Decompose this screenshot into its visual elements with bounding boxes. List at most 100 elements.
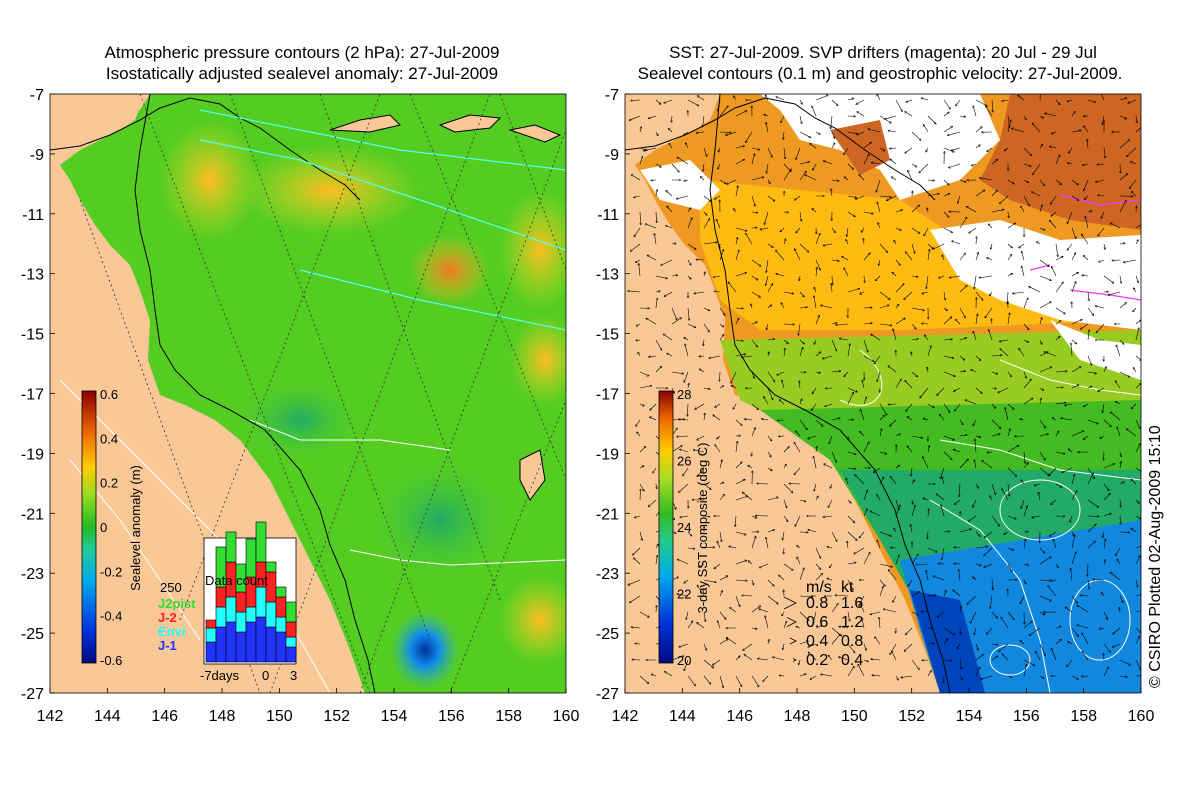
velocity-legend-ms: 0.6 bbox=[806, 614, 828, 631]
y-tick-label: -19 bbox=[596, 446, 619, 463]
histogram-bar bbox=[226, 532, 236, 562]
y-tick-label: -19 bbox=[21, 446, 44, 463]
histogram-bar bbox=[216, 587, 226, 607]
x-tick-label: 152 bbox=[898, 708, 925, 725]
histogram-bar bbox=[236, 612, 246, 632]
y-tick-label: -7 bbox=[30, 87, 44, 104]
left-blob bbox=[240, 145, 420, 235]
histogram-legend-item: J-1 bbox=[158, 638, 177, 653]
y-tick-label: -9 bbox=[605, 147, 619, 164]
y-tick-label: -21 bbox=[21, 506, 44, 523]
histogram-bar bbox=[246, 539, 256, 577]
right-title-line1: SST: 27-Jul-2009. SVP drifters (magenta)… bbox=[669, 43, 1097, 62]
right-title-line2: Sealevel contours (0.1 m) and geostrophi… bbox=[638, 64, 1123, 83]
histogram-bar bbox=[216, 627, 226, 662]
velocity-legend-ms-header: m/s bbox=[806, 579, 832, 596]
velocity-legend-ms: 0.8 bbox=[806, 595, 828, 612]
x-tick-label: 142 bbox=[37, 708, 64, 725]
x-tick-label: 150 bbox=[841, 708, 868, 725]
velocity-legend-kt: 1.6 bbox=[841, 595, 863, 612]
histogram-xlabel-zero: 0 bbox=[262, 668, 269, 683]
y-tick-label: -15 bbox=[21, 327, 44, 344]
left-blob bbox=[500, 575, 580, 665]
y-tick-label: -17 bbox=[21, 387, 44, 404]
histogram-bar bbox=[236, 632, 246, 662]
left-blob bbox=[510, 315, 580, 405]
x-tick-label: 160 bbox=[1128, 708, 1155, 725]
left-x-axis: 142 144 146 148 150 152 154 156 158 160 bbox=[37, 688, 580, 725]
y-tick-label: -25 bbox=[21, 626, 44, 643]
histogram-xlabel-end: 3 bbox=[290, 668, 297, 683]
left-map bbox=[50, 94, 580, 693]
colorbar-tick-label: 20 bbox=[677, 653, 691, 668]
colorbar-tick-label: 0.4 bbox=[100, 431, 118, 446]
x-tick-label: 144 bbox=[669, 708, 696, 725]
x-tick-label: 156 bbox=[1013, 708, 1040, 725]
y-tick-label: -15 bbox=[596, 327, 619, 344]
histogram-bar bbox=[256, 587, 266, 617]
histogram-bar bbox=[236, 592, 246, 612]
histogram-bar bbox=[226, 622, 236, 662]
y-tick-label: -27 bbox=[596, 686, 619, 703]
left-blob bbox=[240, 380, 360, 460]
histogram-bar bbox=[216, 607, 226, 627]
histogram-bar bbox=[276, 617, 286, 632]
x-tick-label: 148 bbox=[784, 708, 811, 725]
histogram-legend-item: J-2 bbox=[158, 610, 177, 625]
y-tick-label: -11 bbox=[597, 207, 619, 224]
x-tick-label: 154 bbox=[381, 708, 408, 725]
histogram-bar bbox=[286, 637, 296, 647]
velocity-legend-kt: 0.8 bbox=[841, 633, 863, 650]
velocity-legend-ms: 0.4 bbox=[806, 633, 828, 650]
left-blob bbox=[410, 235, 490, 305]
histogram-xlabel-start: -7days bbox=[200, 668, 240, 683]
colorbar-tick-label: 28 bbox=[677, 387, 691, 402]
histogram-bar bbox=[266, 627, 276, 662]
y-tick-label: -25 bbox=[596, 626, 619, 643]
histogram-bar bbox=[266, 562, 276, 572]
histogram-bar bbox=[286, 622, 296, 637]
x-tick-label: 158 bbox=[1070, 708, 1097, 725]
histogram-bar bbox=[276, 597, 286, 617]
right-colorbar-label: 3-day SST composite (deg C) bbox=[695, 443, 710, 614]
histogram-bar bbox=[206, 620, 216, 628]
colorbar-tick-label: -0.6 bbox=[100, 653, 122, 668]
colorbar-tick-label: 0 bbox=[100, 520, 107, 535]
x-tick-label: 146 bbox=[151, 708, 178, 725]
y-tick-label: -9 bbox=[30, 147, 44, 164]
colorbar-tick-label: -0.4 bbox=[100, 609, 122, 624]
velocity-legend-kt: 1.2 bbox=[841, 614, 863, 631]
x-tick-label: 160 bbox=[553, 708, 580, 725]
histogram-bar bbox=[206, 642, 216, 662]
histogram-title: Data count bbox=[205, 573, 268, 588]
left-blob bbox=[390, 610, 460, 690]
histogram-bar bbox=[276, 632, 286, 662]
credit-text: © CSIRO Plotted 02-Aug-2009 15:10 bbox=[1147, 425, 1164, 688]
y-tick-label: -13 bbox=[596, 267, 619, 284]
x-tick-label: 156 bbox=[438, 708, 465, 725]
x-tick-label: 148 bbox=[209, 708, 236, 725]
histogram-legend-item: J2pist bbox=[158, 596, 196, 611]
y-tick-label: -23 bbox=[21, 566, 44, 583]
histogram-bar bbox=[246, 622, 256, 662]
x-tick-label: 144 bbox=[94, 708, 121, 725]
histogram-bar bbox=[276, 587, 286, 597]
velocity-legend-kt: 0.4 bbox=[841, 652, 863, 669]
left-colorbar bbox=[82, 391, 96, 663]
histogram-bar bbox=[206, 628, 216, 642]
x-tick-label: 158 bbox=[495, 708, 522, 725]
left-blob bbox=[160, 120, 260, 240]
histogram-bar bbox=[246, 607, 256, 622]
x-tick-label: 152 bbox=[323, 708, 350, 725]
left-title-line1: Atmospheric pressure contours (2 hPa): 2… bbox=[105, 43, 500, 62]
left-blob bbox=[370, 460, 510, 580]
x-tick-label: 154 bbox=[956, 708, 983, 725]
left-colorbar-label: Sealevel anomaly (m) bbox=[128, 465, 143, 591]
x-tick-label: 142 bbox=[612, 708, 639, 725]
histogram-bar bbox=[256, 522, 266, 562]
velocity-legend-ms: 0.2 bbox=[806, 652, 828, 669]
y-tick-label: -23 bbox=[596, 566, 619, 583]
x-tick-label: 150 bbox=[266, 708, 293, 725]
